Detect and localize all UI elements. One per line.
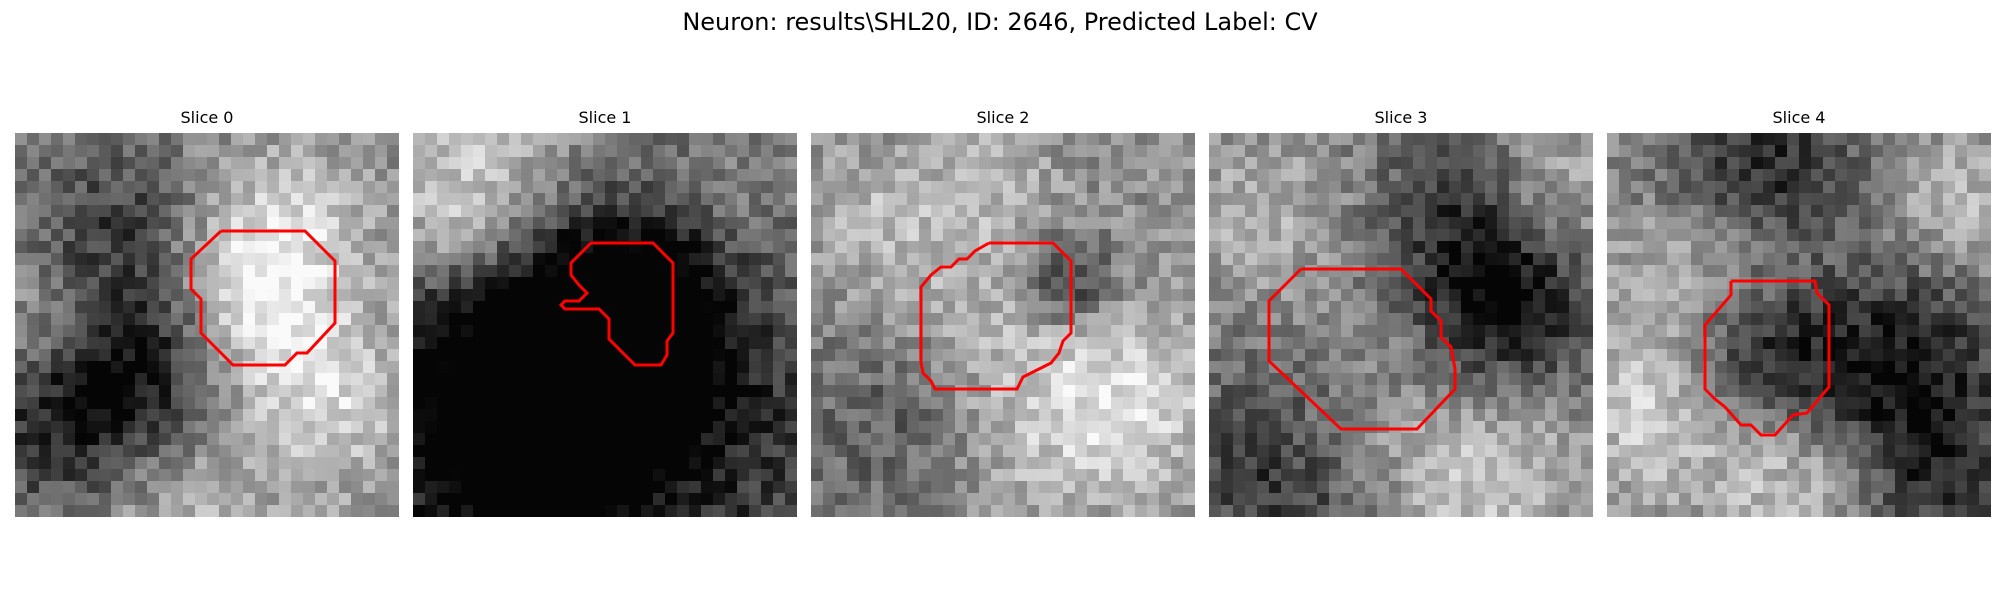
slice-panel-0: Slice 0 xyxy=(15,106,399,517)
slice-title: Slice 3 xyxy=(1209,106,1593,130)
slice-panel-4: Slice 4 xyxy=(1607,106,1991,517)
slice-title: Slice 0 xyxy=(15,106,399,130)
slice-panel-2: Slice 2 xyxy=(811,106,1195,517)
slice-title: Slice 1 xyxy=(413,106,797,130)
slice-panel-1: Slice 1 xyxy=(413,106,797,517)
figure-title: Neuron: results\SHL20, ID: 2646, Predict… xyxy=(0,6,2000,38)
slice-title: Slice 2 xyxy=(811,106,1195,130)
slice-image xyxy=(1607,133,1991,517)
slice-image xyxy=(811,133,1195,517)
slice-title: Slice 4 xyxy=(1607,106,1991,130)
slice-panel-3: Slice 3 xyxy=(1209,106,1593,517)
slice-image xyxy=(15,133,399,517)
slice-image xyxy=(413,133,797,517)
slice-image xyxy=(1209,133,1593,517)
